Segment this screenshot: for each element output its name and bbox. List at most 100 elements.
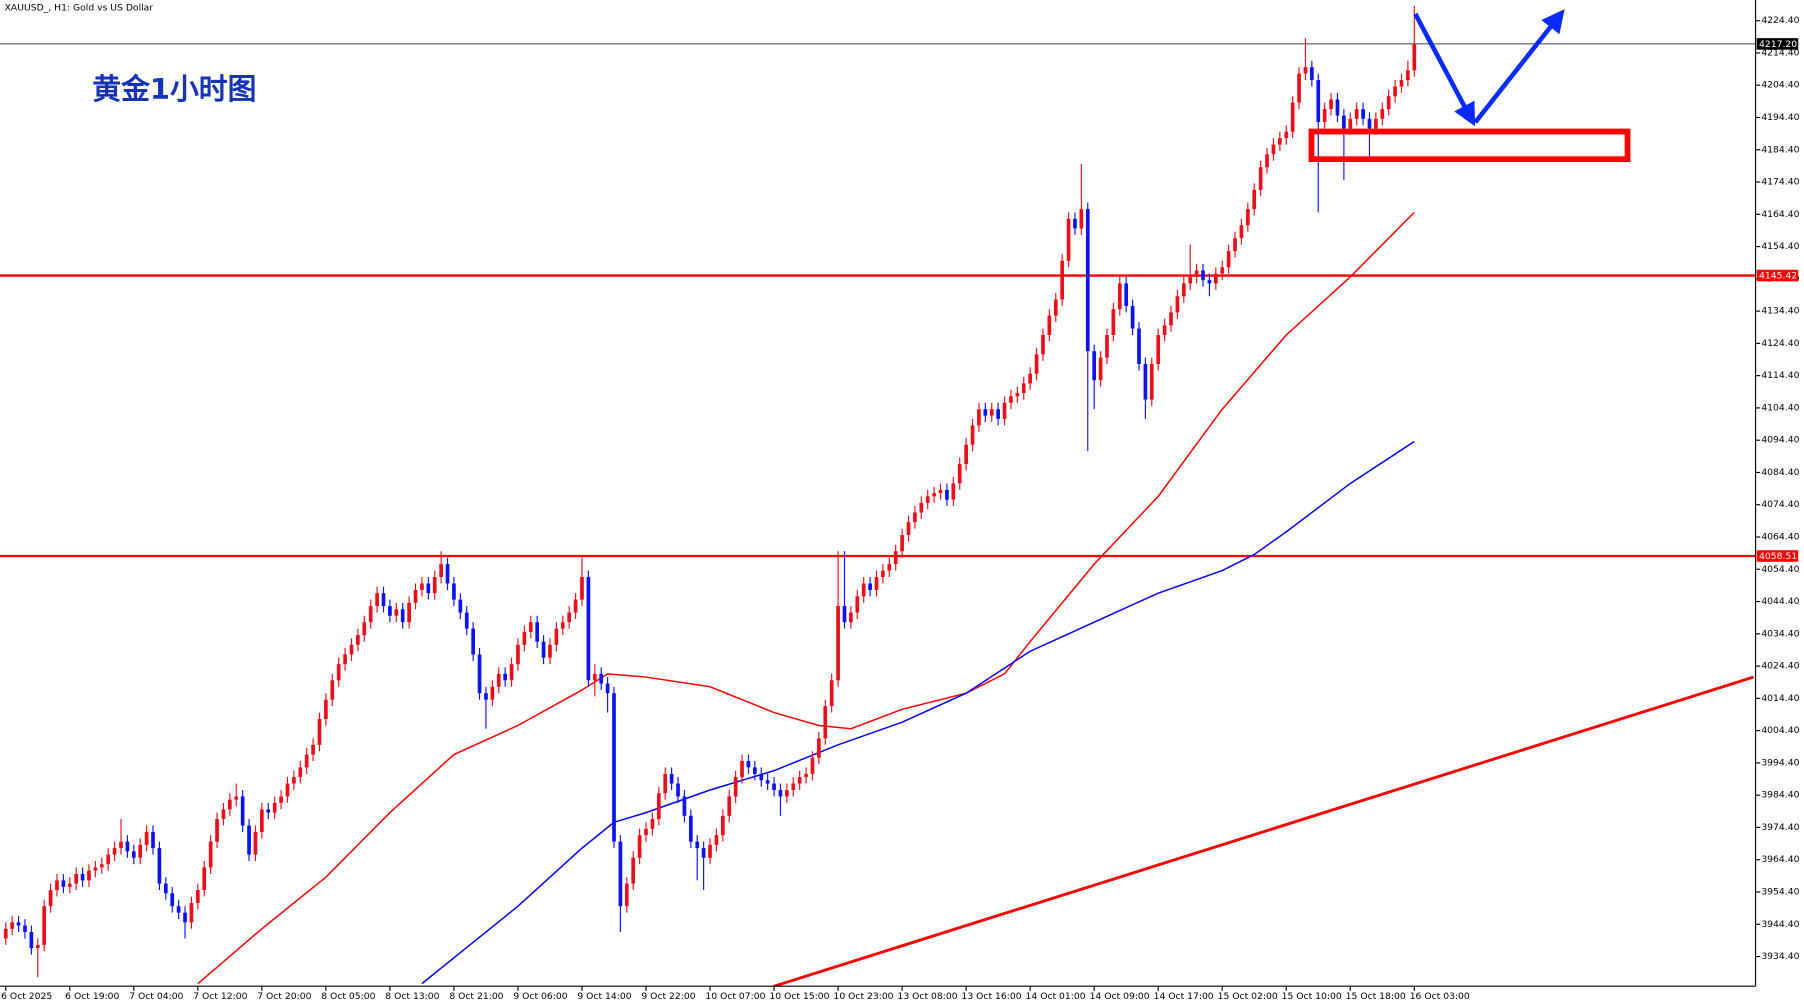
candle-body	[112, 848, 117, 855]
candle-body	[868, 583, 872, 590]
trendline	[773, 675, 1755, 987]
candle-body	[1194, 270, 1199, 277]
x-tick-label: 6 Oct 19:00	[65, 991, 119, 1002]
candle-body	[1310, 67, 1314, 81]
candle-body	[1117, 283, 1122, 310]
candle-body	[522, 631, 527, 645]
candle-body	[592, 673, 597, 681]
candle-body	[1220, 267, 1225, 274]
y-tick-label: 4104.40	[1761, 402, 1799, 413]
candle-body	[1073, 218, 1077, 229]
candle-body	[16, 922, 21, 926]
candle-body	[759, 773, 764, 781]
candle-body	[99, 864, 104, 868]
x-tick-label: 13 Oct 08:00	[897, 991, 957, 1002]
candle-body	[240, 796, 245, 826]
x-tick-label: 14 Oct 09:00	[1090, 991, 1150, 1002]
candle-body	[836, 606, 840, 681]
candle-body	[272, 802, 277, 813]
candle-body	[432, 577, 437, 594]
candle-body	[1149, 364, 1154, 400]
candle-body	[1188, 276, 1193, 284]
candle-body	[631, 857, 636, 884]
candle-body	[1066, 218, 1071, 261]
candle-body	[10, 922, 15, 929]
candle-body	[484, 693, 488, 700]
candle-body	[368, 606, 373, 623]
candle-body	[304, 754, 309, 768]
price-level-label: 4058.51	[1759, 551, 1797, 562]
candle-body	[701, 848, 706, 858]
candle-body	[1361, 109, 1365, 119]
candle-body	[260, 809, 264, 832]
candle-body	[1047, 315, 1052, 335]
y-tick-label: 4094.40	[1761, 435, 1799, 446]
candle-body	[509, 664, 514, 681]
candle-body	[1137, 328, 1141, 365]
candle-body	[983, 409, 988, 416]
candle-body	[778, 790, 783, 797]
candle-body	[791, 783, 796, 791]
candle-body	[528, 622, 533, 632]
candle-body	[330, 680, 335, 700]
candle-body	[266, 809, 271, 813]
candle-body	[324, 699, 328, 720]
candle-body	[138, 844, 143, 858]
candle-body	[637, 835, 642, 858]
candle-body	[1098, 357, 1103, 381]
candle-body	[317, 719, 322, 745]
x-tick-label: 16 Oct 03:00	[1410, 991, 1470, 1002]
candle-body	[893, 551, 898, 565]
candle-body	[913, 512, 917, 523]
arrow-down	[1413, 12, 1476, 127]
candle-body	[426, 583, 431, 594]
y-tick-label: 4174.40	[1761, 177, 1799, 188]
candle-body	[842, 606, 847, 623]
candle-body	[215, 819, 219, 842]
candle-body	[605, 683, 610, 694]
candle-body	[234, 796, 239, 800]
candle-body	[503, 673, 507, 681]
candle-body	[490, 686, 495, 700]
x-tick-label: 15 Oct 02:00	[1218, 991, 1278, 1002]
candle-body	[157, 848, 162, 884]
candle-body	[151, 831, 155, 849]
candle-body	[1111, 309, 1116, 335]
candle-body	[612, 693, 616, 842]
candle-body	[144, 831, 149, 845]
candle-body	[1092, 351, 1097, 381]
candle-body	[125, 841, 130, 852]
candle-body	[362, 622, 367, 636]
y-tick-label: 3934.40	[1761, 951, 1799, 962]
y-tick-label: 4194.40	[1761, 112, 1799, 123]
candle-body	[1412, 43, 1417, 71]
x-tick-label: 7 Oct 04:00	[129, 991, 183, 1002]
y-tick-label: 4164.40	[1761, 209, 1799, 220]
y-tick-label: 4214.40	[1761, 47, 1799, 58]
y-tick-label: 4054.40	[1761, 564, 1799, 575]
candle-body	[573, 599, 578, 613]
candle-body	[349, 644, 354, 655]
candle-body	[1297, 73, 1301, 103]
candle-body	[644, 828, 648, 836]
candle-body	[1201, 270, 1205, 281]
candle-body	[656, 793, 661, 820]
candle-body	[567, 612, 572, 623]
candle-body	[1348, 118, 1353, 129]
candle-body	[381, 593, 386, 607]
candle-body	[849, 612, 853, 623]
axes: 4224.40 4214.40 4204.40 4194.40 4184.40 4174.…	[1, 15, 1799, 1002]
candle-body	[400, 609, 405, 623]
moving-average	[421, 440, 1415, 985]
x-tick-label: 14 Oct 01:00	[1026, 991, 1086, 1002]
candle-body	[785, 790, 789, 797]
candle-body	[1278, 138, 1282, 145]
y-tick-label: 4074.40	[1761, 499, 1799, 510]
candle-body	[695, 841, 700, 849]
candle-body	[496, 673, 501, 687]
candle-body	[356, 635, 360, 645]
candle-body	[61, 880, 66, 887]
candle-body	[1060, 260, 1065, 300]
candle-body	[688, 815, 693, 842]
